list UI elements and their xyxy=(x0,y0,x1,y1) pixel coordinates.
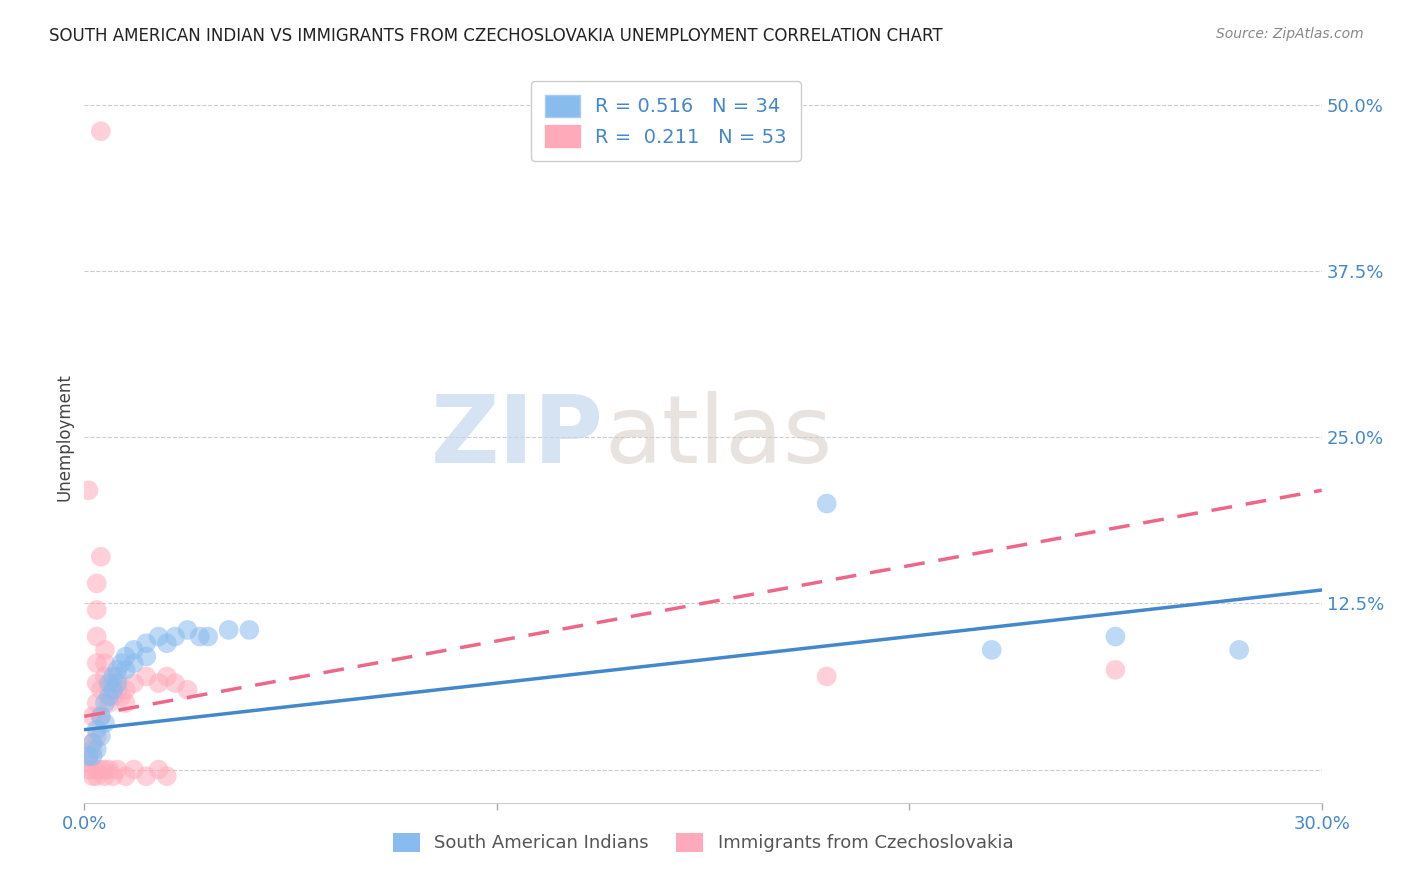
Point xyxy=(156,769,179,783)
Y-axis label: Unemployment: Unemployment xyxy=(55,373,73,501)
Point xyxy=(110,656,132,670)
Point xyxy=(238,623,260,637)
Point xyxy=(86,696,108,710)
Point xyxy=(176,682,198,697)
Point xyxy=(114,769,136,783)
Point xyxy=(94,716,117,731)
Point xyxy=(165,676,187,690)
Point xyxy=(148,763,170,777)
Point xyxy=(98,682,121,697)
Point xyxy=(86,603,108,617)
Point xyxy=(77,483,100,498)
Point xyxy=(98,696,121,710)
Point xyxy=(1104,630,1126,644)
Point xyxy=(86,630,108,644)
Point xyxy=(103,769,125,783)
Point xyxy=(135,636,157,650)
Point xyxy=(103,676,125,690)
Point xyxy=(105,676,128,690)
Point xyxy=(90,549,112,564)
Point xyxy=(94,769,117,783)
Point xyxy=(82,749,104,764)
Point xyxy=(82,763,104,777)
Point xyxy=(82,736,104,750)
Point xyxy=(82,742,104,756)
Point xyxy=(90,763,112,777)
Point xyxy=(114,663,136,677)
Point xyxy=(86,656,108,670)
Point xyxy=(90,709,112,723)
Point xyxy=(110,690,132,704)
Point xyxy=(77,756,100,770)
Point xyxy=(135,669,157,683)
Point xyxy=(77,749,100,764)
Point xyxy=(90,682,112,697)
Legend: South American Indians, Immigrants from Czechoslovakia: South American Indians, Immigrants from … xyxy=(385,826,1021,860)
Text: SOUTH AMERICAN INDIAN VS IMMIGRANTS FROM CZECHOSLOVAKIA UNEMPLOYMENT CORRELATION: SOUTH AMERICAN INDIAN VS IMMIGRANTS FROM… xyxy=(49,27,943,45)
Point xyxy=(86,576,108,591)
Point xyxy=(98,676,121,690)
Point xyxy=(980,643,1002,657)
Point xyxy=(94,656,117,670)
Point xyxy=(197,630,219,644)
Point xyxy=(114,682,136,697)
Point xyxy=(122,676,145,690)
Point xyxy=(156,636,179,650)
Point xyxy=(90,709,112,723)
Point xyxy=(86,676,108,690)
Point xyxy=(90,124,112,138)
Point xyxy=(103,682,125,697)
Point xyxy=(815,669,838,683)
Point xyxy=(98,763,121,777)
Point xyxy=(105,763,128,777)
Point xyxy=(165,630,187,644)
Point xyxy=(94,763,117,777)
Point xyxy=(98,690,121,704)
Text: ZIP: ZIP xyxy=(432,391,605,483)
Point xyxy=(90,729,112,743)
Point xyxy=(86,742,108,756)
Point xyxy=(77,749,100,764)
Point xyxy=(122,763,145,777)
Point xyxy=(86,763,108,777)
Point xyxy=(815,497,838,511)
Point xyxy=(156,669,179,683)
Text: Source: ZipAtlas.com: Source: ZipAtlas.com xyxy=(1216,27,1364,41)
Point xyxy=(105,663,128,677)
Point xyxy=(114,649,136,664)
Point xyxy=(1227,643,1250,657)
Point xyxy=(86,769,108,783)
Point xyxy=(218,623,240,637)
Point xyxy=(1104,663,1126,677)
Point xyxy=(82,709,104,723)
Point xyxy=(94,696,117,710)
Point xyxy=(176,623,198,637)
Point xyxy=(103,669,125,683)
Point xyxy=(86,729,108,743)
Point xyxy=(77,763,100,777)
Point xyxy=(82,769,104,783)
Text: atlas: atlas xyxy=(605,391,832,483)
Point xyxy=(86,723,108,737)
Point xyxy=(148,676,170,690)
Point xyxy=(105,669,128,683)
Point xyxy=(82,736,104,750)
Point xyxy=(122,656,145,670)
Point xyxy=(148,630,170,644)
Point xyxy=(94,643,117,657)
Point xyxy=(135,769,157,783)
Point xyxy=(103,690,125,704)
Point xyxy=(135,649,157,664)
Point xyxy=(122,643,145,657)
Point xyxy=(105,682,128,697)
Point xyxy=(188,630,211,644)
Point xyxy=(114,696,136,710)
Point xyxy=(94,669,117,683)
